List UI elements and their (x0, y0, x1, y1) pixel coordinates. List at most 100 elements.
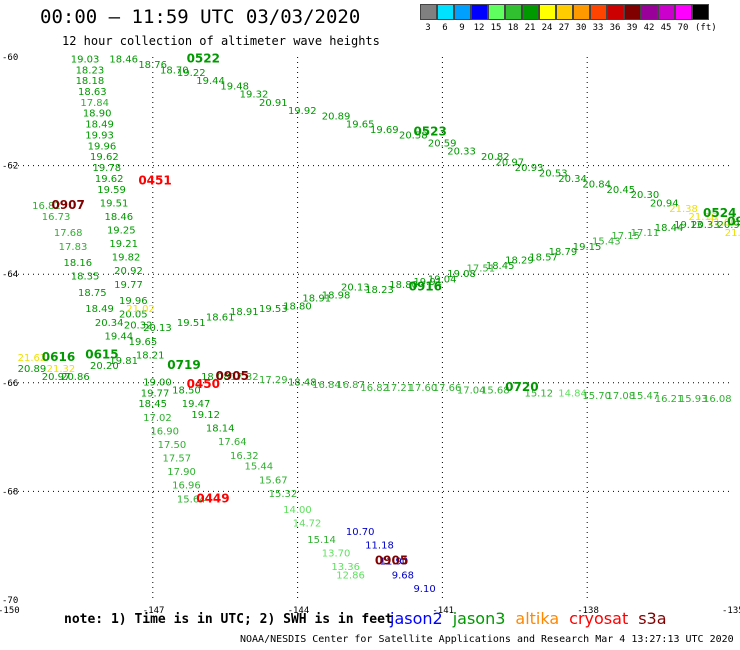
wave-height-label: 19.81 (109, 356, 138, 367)
wave-height-label: 16.90 (150, 426, 179, 437)
track-time-label: 0719 (167, 358, 200, 372)
wave-height-label: 17.83 (59, 242, 88, 253)
wave-height-label: 21.02 (126, 304, 155, 315)
wave-height-label: 19.96 (88, 141, 117, 152)
wave-height-label: 19.15 (573, 242, 602, 253)
wave-height-label: 17.57 (162, 454, 191, 465)
wave-height-label: 14.00 (283, 505, 312, 516)
wave-height-label: 19.69 (370, 125, 399, 136)
wave-height-label: 15.70 (582, 391, 611, 402)
wave-height-label: 19.32 (240, 90, 269, 101)
wave-height-label: 20.84 (582, 179, 611, 190)
scale-swatch (505, 4, 522, 20)
y-tick-label: -60 (2, 53, 18, 63)
scale-tick-label: 45 (660, 23, 672, 33)
wave-height-label: 17.51 (467, 263, 496, 274)
wave-height-label: 20.20 (90, 361, 119, 372)
wave-height-label: 16.08 (703, 394, 732, 405)
wave-height-label: 19.77 (141, 388, 170, 399)
wave-height-label: 9.10 (413, 584, 435, 595)
wave-height-label: 20.94 (650, 198, 679, 209)
wave-height-label: 18.79 (549, 247, 578, 258)
scale-swatch (471, 4, 488, 20)
wave-height-label: 15.32 (269, 489, 298, 500)
wave-height-label: 20.89 (322, 111, 351, 122)
wave-height-label: 20.05 (119, 310, 148, 321)
x-tick-label: -138 (577, 606, 599, 616)
track-time-label: 0916 (727, 214, 740, 228)
wave-height-label: 20.9 (718, 220, 740, 231)
wave-height-label: 21.32 (47, 364, 76, 375)
track-time-label: 0524 (703, 206, 736, 220)
wave-height-label: 10.70 (346, 527, 375, 538)
scale-swatch (539, 4, 556, 20)
wave-height-label: 20.97 (42, 372, 71, 383)
scale-swatch (607, 4, 624, 20)
wave-height-label: 20.82 (481, 152, 510, 163)
satellite-legend-item: jason2 (390, 609, 443, 628)
track-time-label: 0616 (42, 350, 75, 364)
wave-height-label: 15.44 (245, 462, 274, 473)
wave-height-label: 20.13 (341, 282, 370, 293)
scale-tick-label: 12 (473, 23, 485, 33)
wave-height-label: 13.36 (331, 562, 360, 573)
wave-height-label: 19.44 (196, 76, 225, 87)
wave-height-label: 17.11 (631, 228, 660, 239)
wave-height-label: 20.30 (631, 190, 660, 201)
wave-height-label: 18.16 (64, 258, 93, 269)
wave-height-label: 20.45 (607, 185, 636, 196)
track-time-label: 0450 (187, 377, 220, 391)
wave-height-label: 20.97 (495, 158, 524, 169)
scale-swatch (420, 4, 437, 20)
scale-tick-label: 36 (609, 23, 621, 33)
wave-height-label: 17.21 (384, 383, 413, 394)
wave-height-label: 18.90 (83, 109, 112, 120)
wave-height-label: 18.61 (206, 312, 235, 323)
x-tick-label: -144 (288, 606, 310, 616)
wave-height-label: 11.90 (380, 557, 409, 568)
wave-height-label: 20.33 (691, 220, 720, 231)
chart-title: 00:00 – 11:59 UTC 03/03/2020 (40, 6, 361, 28)
wave-height-label: 19.51 (177, 318, 206, 329)
wave-height-label: 18.18 (76, 76, 105, 87)
credit-line: NOAA/NESDIS Center for Satellite Applica… (240, 634, 734, 645)
wave-height-label: 19.04 (428, 274, 457, 285)
wave-height-label: 16.96 (172, 481, 201, 492)
wave-height-label: 16.82 (32, 201, 61, 212)
wave-height-label: 15.47 (631, 391, 660, 402)
wave-height-label: 19.03 (71, 54, 100, 65)
wave-height-label: 15.12 (524, 388, 553, 399)
wave-height-label: 17.02 (143, 413, 172, 424)
wave-height-label: 12.86 (336, 570, 365, 581)
wave-height-label: 9.68 (392, 570, 414, 581)
x-tick-label: -150 (0, 606, 20, 616)
wave-height-label: 17.60 (409, 383, 438, 394)
scale-tick-label: 15 (490, 23, 502, 33)
scale-swatch (658, 4, 675, 20)
scale-swatch (522, 4, 539, 20)
scale-tick-label: 6 (442, 23, 448, 33)
wave-height-label: 20.34 (95, 318, 124, 329)
track-time-label: 0905 (216, 369, 249, 383)
wave-height-label: 21.62 (18, 353, 47, 364)
track-time-label: 0449 (196, 491, 229, 505)
wave-height-label: 15.14 (307, 535, 336, 546)
scale-tick-label: 42 (643, 23, 655, 33)
wave-height-label: 17.04 (457, 386, 486, 397)
footnote: note: 1) Time is in UTC; 2) SWH is in fe… (64, 612, 393, 627)
wave-height-label: 15.93 (679, 394, 708, 405)
satellite-legend-item: s3a (638, 609, 667, 628)
wave-height-label: 18.46 (109, 54, 138, 65)
wave-height-label: 18.44 (655, 223, 684, 234)
y-tick-label: -70 (2, 596, 18, 606)
scale-tick-label: 30 (575, 23, 587, 33)
wave-height-label: 15.64 (177, 494, 206, 505)
chart-subtitle: 12 hour collection of altimeter wave hei… (62, 34, 380, 48)
wave-height-label: 16.87 (336, 380, 365, 391)
wave-height-label: 19.21 (109, 239, 138, 250)
wave-height-label: 17.68 (54, 228, 83, 239)
wave-height-label: 20.86 (61, 372, 90, 383)
scale-unit-label: (ft) (695, 23, 717, 33)
